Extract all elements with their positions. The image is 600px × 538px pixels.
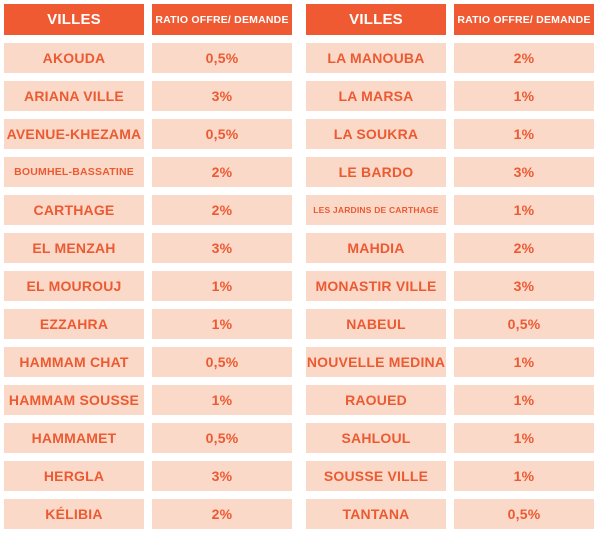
table-row: MAHDIA 2%	[306, 233, 594, 263]
ratio-cell: 2%	[454, 233, 594, 263]
ratio-cell: 3%	[454, 157, 594, 187]
city-cell: NOUVELLE MEDINA	[306, 347, 446, 377]
city-cell: BOUMHEL-BASSATINE	[4, 157, 144, 187]
ratio-cell: 0,5%	[152, 119, 292, 149]
table-row: HAMMAM CHAT 0,5%	[4, 347, 292, 377]
table-row: EL MOUROUJ 1%	[4, 271, 292, 301]
ratio-cell: 0,5%	[454, 309, 594, 339]
ratio-cell: 1%	[152, 385, 292, 415]
table-row: SOUSSE VILLE 1%	[306, 461, 594, 491]
city-cell: MONASTIR VILLE	[306, 271, 446, 301]
ratio-cell: 0,5%	[152, 423, 292, 453]
table-row: LA MARSA 1%	[306, 81, 594, 111]
ratio-cell: 3%	[454, 271, 594, 301]
table-row: HAMMAMET 0,5%	[4, 423, 292, 453]
ratio-cell: 0,5%	[152, 347, 292, 377]
table-row: NOUVELLE MEDINA 1%	[306, 347, 594, 377]
table-row: NABEUL 0,5%	[306, 309, 594, 339]
table-row: LA SOUKRA 1%	[306, 119, 594, 149]
ratio-cell: 2%	[152, 157, 292, 187]
city-cell: EL MOUROUJ	[4, 271, 144, 301]
table-row: EL MENZAH 3%	[4, 233, 292, 263]
city-cell: CARTHAGE	[4, 195, 144, 225]
city-cell: SAHLOUL	[306, 423, 446, 453]
header-villes: VILLES	[306, 4, 446, 35]
city-cell: HAMMAM SOUSSE	[4, 385, 144, 415]
ratio-cell: 1%	[454, 423, 594, 453]
table-header: VILLES RATIO OFFRE/ DEMANDE	[4, 4, 292, 35]
header-villes: VILLES	[4, 4, 144, 35]
city-cell: RAOUED	[306, 385, 446, 415]
ratio-cell: 2%	[152, 195, 292, 225]
ratio-cell: 1%	[152, 309, 292, 339]
ratio-cell: 3%	[152, 81, 292, 111]
city-cell: LE BARDO	[306, 157, 446, 187]
city-cell: LA MARSA	[306, 81, 446, 111]
ratio-cell: 2%	[152, 499, 292, 529]
table-header: VILLES RATIO OFFRE/ DEMANDE	[306, 4, 594, 35]
table-row: LA MANOUBA 2%	[306, 43, 594, 73]
city-cell: EL MENZAH	[4, 233, 144, 263]
city-cell: NABEUL	[306, 309, 446, 339]
table-row: TANTANA 0,5%	[306, 499, 594, 529]
city-cell: TANTANA	[306, 499, 446, 529]
table-left: VILLES RATIO OFFRE/ DEMANDE AKOUDA 0,5% A…	[4, 4, 292, 537]
city-cell: LES JARDINS DE CARTHAGE	[306, 195, 446, 225]
city-cell: HAMMAMET	[4, 423, 144, 453]
table-row: MONASTIR VILLE 3%	[306, 271, 594, 301]
city-cell: ARIANA VILLE	[4, 81, 144, 111]
ratio-cell: 1%	[454, 195, 594, 225]
ratio-cell: 1%	[454, 81, 594, 111]
city-cell: AKOUDA	[4, 43, 144, 73]
ratio-cell: 0,5%	[454, 499, 594, 529]
city-cell: MAHDIA	[306, 233, 446, 263]
table-row: HERGLA 3%	[4, 461, 292, 491]
city-cell: LA MANOUBA	[306, 43, 446, 73]
table-row: EZZAHRA 1%	[4, 309, 292, 339]
table-row: HAMMAM SOUSSE 1%	[4, 385, 292, 415]
header-ratio: RATIO OFFRE/ DEMANDE	[152, 4, 292, 35]
table-row: ARIANA VILLE 3%	[4, 81, 292, 111]
header-ratio: RATIO OFFRE/ DEMANDE	[454, 4, 594, 35]
ratio-cell: 2%	[454, 43, 594, 73]
table-row: AVENUE-KHEZAMA 0,5%	[4, 119, 292, 149]
city-cell: KÉLIBIA	[4, 499, 144, 529]
table-row: BOUMHEL-BASSATINE 2%	[4, 157, 292, 187]
city-cell: AVENUE-KHEZAMA	[4, 119, 144, 149]
table-right: VILLES RATIO OFFRE/ DEMANDE LA MANOUBA 2%…	[306, 4, 594, 537]
ratio-cell: 1%	[454, 347, 594, 377]
table-row: AKOUDA 0,5%	[4, 43, 292, 73]
city-cell: SOUSSE VILLE	[306, 461, 446, 491]
table-row: CARTHAGE 2%	[4, 195, 292, 225]
table-row: RAOUED 1%	[306, 385, 594, 415]
table-row: LE BARDO 3%	[306, 157, 594, 187]
ratio-cell: 1%	[454, 461, 594, 491]
ratio-cell: 0,5%	[152, 43, 292, 73]
ratio-cell: 1%	[152, 271, 292, 301]
ratio-cell: 3%	[152, 233, 292, 263]
city-cell: LA SOUKRA	[306, 119, 446, 149]
ratio-cell: 3%	[152, 461, 292, 491]
ratio-cell: 1%	[454, 119, 594, 149]
table-row: SAHLOUL 1%	[306, 423, 594, 453]
city-cell: HAMMAM CHAT	[4, 347, 144, 377]
city-cell: EZZAHRA	[4, 309, 144, 339]
city-cell: HERGLA	[4, 461, 144, 491]
table-row: LES JARDINS DE CARTHAGE 1%	[306, 195, 594, 225]
ratio-cell: 1%	[454, 385, 594, 415]
table-row: KÉLIBIA 2%	[4, 499, 292, 529]
